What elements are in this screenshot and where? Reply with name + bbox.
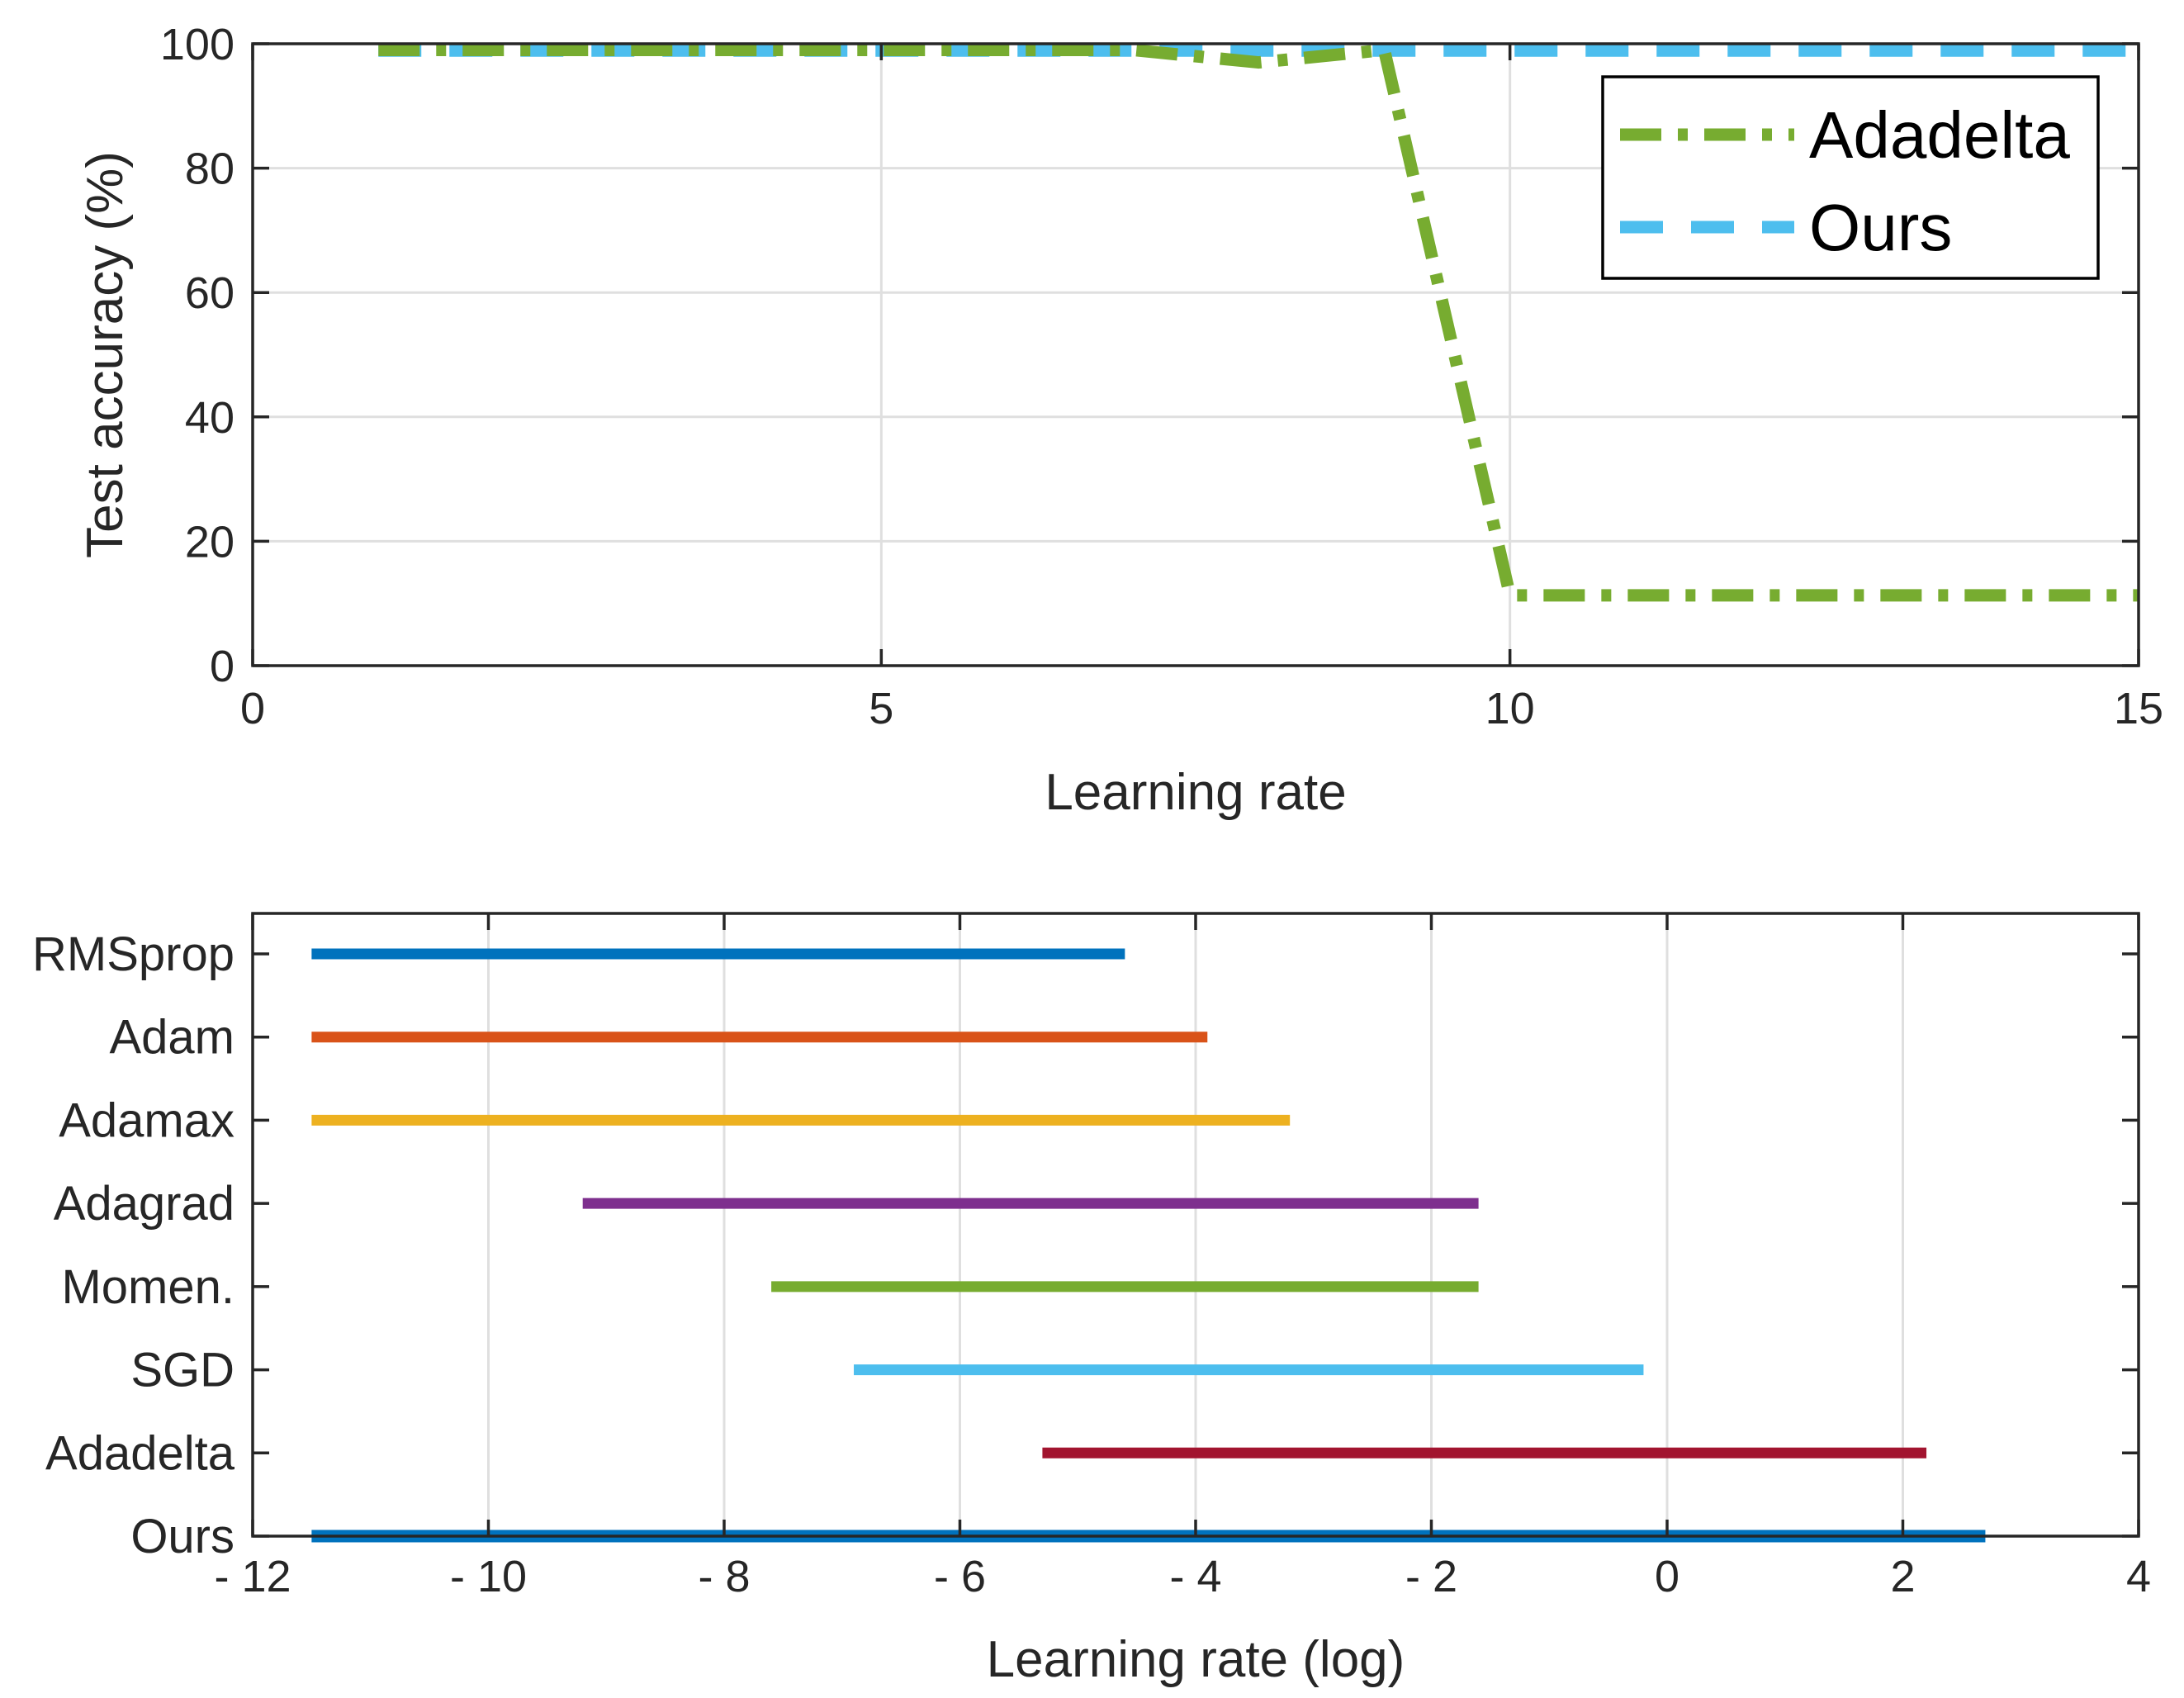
accuracy-axes-frame bbox=[251, 42, 2140, 667]
category-label-rmsprop: RMSprop bbox=[32, 927, 235, 981]
x-tick-label: - 4 bbox=[1169, 1552, 1221, 1601]
y-tick-label: 20 bbox=[185, 517, 235, 567]
accuracy-legend: Adadelta Ours bbox=[1601, 75, 2100, 280]
category-label-ours: Ours bbox=[130, 1510, 235, 1563]
legend-box bbox=[1601, 75, 2100, 280]
category-label-sgd: SGD bbox=[130, 1344, 235, 1397]
x-tick-label: 4 bbox=[2126, 1552, 2151, 1601]
range-grid bbox=[487, 913, 1904, 1536]
x-tick-label: - 2 bbox=[1405, 1552, 1457, 1601]
accuracy-y-axis-label: Test accuracy (%) bbox=[77, 151, 134, 558]
series-line-adadelta bbox=[378, 44, 2139, 602]
category-label-adam: Adam bbox=[109, 1011, 235, 1065]
accuracy-chart: 0 5 10 15 0 20 40 60 80 100 Learning rate Test ac… bbox=[77, 20, 2163, 821]
x-tick-label: 0 bbox=[240, 684, 265, 733]
y-tick-label: 0 bbox=[210, 642, 235, 691]
legend-label-ours: Ours bbox=[1809, 191, 1952, 264]
y-tick-label: 40 bbox=[185, 393, 235, 443]
x-tick-label: 5 bbox=[869, 684, 893, 733]
range-x-axis-label: Learning rate (log) bbox=[987, 1631, 1405, 1688]
accuracy-ticks: 0 5 10 15 0 20 40 60 80 100 bbox=[160, 20, 2163, 733]
x-tick-label: 2 bbox=[1890, 1552, 1915, 1601]
range-ticks: - 12 - 10 - 8 - 6 - 4 - 2 0 2 4 RMSprop Adam Adamax… bbox=[32, 913, 2151, 1601]
category-label-adadelta: Adadelta bbox=[45, 1426, 235, 1480]
y-tick-label: 100 bbox=[160, 20, 235, 69]
learning-rate-range-chart: - 12 - 10 - 8 - 6 - 4 - 2 0 2 4 RMSprop Adam Adamax… bbox=[32, 912, 2151, 1688]
x-tick-label: 10 bbox=[1485, 684, 1535, 733]
category-label-adagrad: Adagrad bbox=[54, 1177, 235, 1231]
x-tick-label: - 8 bbox=[698, 1552, 750, 1601]
x-tick-label: - 12 bbox=[214, 1552, 291, 1601]
category-label-momen: Momen. bbox=[61, 1260, 235, 1314]
accuracy-x-axis-label: Learning rate bbox=[1045, 764, 1346, 821]
x-tick-label: 15 bbox=[2114, 684, 2163, 733]
y-tick-label: 80 bbox=[185, 145, 235, 194]
x-tick-label: - 10 bbox=[450, 1552, 527, 1601]
accuracy-series bbox=[378, 44, 2139, 602]
category-label-adamax: Adamax bbox=[59, 1093, 235, 1147]
x-tick-label: - 6 bbox=[934, 1552, 986, 1601]
x-tick-label: 0 bbox=[1655, 1552, 1679, 1601]
legend-label-adadelta: Adadelta bbox=[1809, 98, 2070, 172]
y-tick-label: 60 bbox=[185, 268, 235, 318]
